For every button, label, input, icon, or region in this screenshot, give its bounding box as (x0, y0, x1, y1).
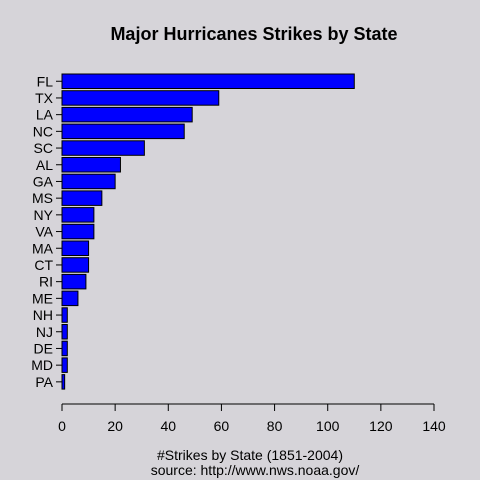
bar-va (61, 223, 95, 240)
category-label-me: ME (32, 290, 53, 306)
bar-nj (61, 324, 68, 340)
category-label-al: AL (36, 157, 53, 173)
x-tick-label-20: 20 (107, 418, 123, 434)
x-tick-label-120: 120 (369, 418, 393, 434)
bar-tx (61, 90, 220, 106)
x-tick-label-0: 0 (58, 418, 66, 434)
bar-ma (61, 240, 90, 256)
category-label-md: MD (31, 357, 53, 373)
x-axis-label: #Strikes by State (1851-2004) (157, 447, 343, 463)
bar-ny (61, 207, 95, 223)
category-label-ga: GA (33, 173, 54, 189)
bar-fl (61, 73, 355, 89)
bar-ri (61, 273, 87, 290)
category-label-la: LA (36, 107, 54, 123)
bar-al (61, 157, 121, 173)
category-label-ny: NY (34, 207, 54, 223)
category-label-de: DE (34, 340, 53, 356)
bar-sc (61, 140, 145, 156)
bars (61, 73, 355, 390)
category-label-ma: MA (32, 240, 54, 256)
bar-de (61, 340, 68, 357)
x-tick-label-40: 40 (160, 418, 176, 434)
bar-ms (61, 190, 103, 206)
x-tick-label-140: 140 (422, 418, 446, 434)
category-label-pa: PA (35, 374, 53, 390)
bar-ga (61, 173, 116, 190)
x-tick-label-80: 80 (267, 418, 283, 434)
bar-nc (61, 123, 185, 140)
source-note: source: http://www.nws.noaa.gov/ (151, 462, 360, 478)
x-tick-label-60: 60 (214, 418, 230, 434)
bar-la (61, 106, 193, 123)
category-label-ct: CT (34, 257, 53, 273)
category-label-nh: NH (33, 307, 53, 323)
category-label-sc: SC (34, 140, 53, 156)
category-label-ri: RI (39, 274, 53, 290)
bar-nh (61, 307, 68, 323)
category-label-fl: FL (37, 73, 54, 89)
bar-pa (61, 374, 66, 390)
category-label-va: VA (35, 224, 53, 240)
x-axis: 0 20 40 60 80 100 120 140 (58, 403, 446, 434)
category-label-nc: NC (33, 123, 53, 139)
x-tick-label-100: 100 (316, 418, 340, 434)
bar-md (61, 357, 68, 373)
category-label-ms: MS (32, 190, 53, 206)
bar-ct (61, 257, 90, 273)
chart-title: Major Hurricanes Strikes by State (110, 24, 397, 44)
category-label-nj: NJ (36, 324, 53, 340)
bar-me (61, 290, 79, 307)
category-label-tx: TX (35, 90, 54, 106)
